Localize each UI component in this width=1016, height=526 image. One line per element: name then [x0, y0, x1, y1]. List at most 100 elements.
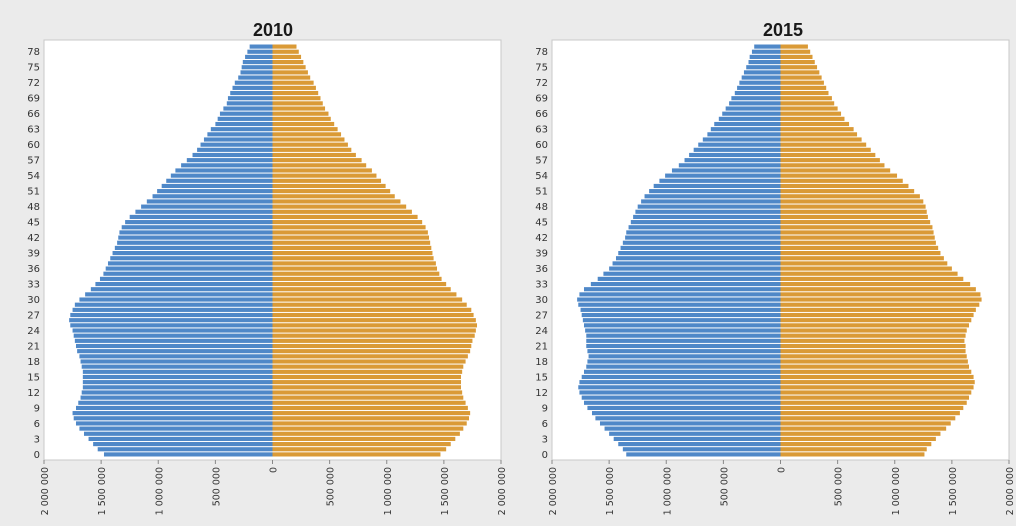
- right-bar-age-16: [272, 369, 463, 374]
- right-bar-age-29: [780, 302, 980, 307]
- left-bar-age-2: [618, 442, 781, 447]
- left-bar-age-25: [583, 323, 781, 328]
- left-bar-age-60: [200, 142, 273, 147]
- right-bar-age-54: [780, 173, 898, 178]
- chart-title: 2010: [253, 20, 293, 40]
- y-tick-label: 39: [535, 249, 548, 260]
- right-bar-age-78: [272, 49, 299, 54]
- y-tick-label: 63: [535, 125, 548, 136]
- right-bar-age-36: [272, 266, 438, 271]
- left-bar-age-38: [615, 256, 781, 261]
- right-bar-age-67: [272, 106, 326, 111]
- y-tick-label: 0: [34, 450, 40, 461]
- left-bar-age-23: [586, 333, 781, 338]
- left-bar-age-5: [604, 426, 781, 431]
- x-tick-label: 500 000: [834, 467, 845, 506]
- right-bar-age-28: [272, 307, 472, 312]
- right-bar-age-45: [780, 220, 931, 225]
- x-tick-label: 500 000: [326, 467, 337, 506]
- x-tick-label: 2 000 000: [497, 467, 508, 515]
- y-tick-label: 63: [27, 125, 40, 136]
- left-bar-age-33: [95, 281, 273, 287]
- right-bar-age-61: [780, 137, 862, 142]
- left-bar-age-29: [74, 302, 273, 307]
- y-tick-label: 33: [27, 280, 40, 291]
- left-bar-age-37: [612, 261, 781, 266]
- right-bar-age-18: [780, 359, 968, 364]
- y-tick-label: 21: [27, 342, 40, 353]
- left-bar-age-63: [210, 127, 273, 132]
- right-bar-age-21: [272, 343, 472, 349]
- right-bar-age-33: [780, 281, 971, 287]
- left-bar-age-42: [118, 235, 273, 240]
- left-bar-age-2: [93, 442, 273, 447]
- right-bar-age-71: [272, 85, 316, 90]
- right-bar-age-72: [780, 80, 824, 85]
- right-bar-age-58: [780, 152, 876, 158]
- left-bar-age-18: [80, 359, 273, 364]
- left-bar-age-31: [579, 292, 781, 297]
- left-bar-age-40: [114, 245, 273, 250]
- left-bar-age-10: [583, 400, 781, 405]
- right-bar-age-20: [780, 349, 966, 354]
- left-bar-age-16: [82, 369, 273, 374]
- left-bar-age-47: [635, 209, 781, 214]
- left-bar-age-21: [75, 343, 273, 349]
- y-tick-label: 24: [535, 326, 548, 337]
- left-bar-age-68: [729, 101, 781, 106]
- left-bar-age-43: [626, 230, 781, 235]
- left-bar-age-62: [707, 132, 781, 137]
- right-bar-age-0: [780, 452, 925, 457]
- y-tick-label: 0: [542, 450, 548, 461]
- right-bar-age-74: [780, 70, 820, 75]
- right-bar-age-66: [780, 111, 842, 116]
- right-bar-age-8: [780, 411, 960, 416]
- pyramid-chart-2015: 2015 03691215182124273033363942454851545…: [535, 20, 1016, 515]
- left-bar-age-24: [72, 328, 273, 333]
- right-bar-age-19: [272, 354, 468, 359]
- right-bar-age-30: [780, 297, 982, 302]
- left-bar-age-38: [110, 256, 273, 261]
- left-bar-age-9: [75, 405, 273, 411]
- bars-group: [69, 44, 478, 457]
- left-bar-age-16: [583, 369, 781, 374]
- right-bar-age-5: [780, 426, 947, 431]
- right-bar-age-15: [780, 374, 974, 380]
- right-bar-age-26: [780, 318, 972, 323]
- left-bar-age-74: [240, 70, 273, 75]
- right-bar-age-79: [780, 44, 808, 49]
- left-bar-age-29: [578, 302, 781, 307]
- right-bar-age-56: [272, 163, 367, 168]
- left-bar-age-17: [586, 364, 781, 369]
- left-bar-age-36: [609, 266, 781, 271]
- left-bar-age-73: [741, 75, 781, 80]
- right-bar-age-3: [780, 436, 936, 442]
- left-bar-age-23: [73, 333, 273, 338]
- right-bar-age-15: [272, 374, 462, 380]
- left-bar-age-69: [227, 96, 273, 101]
- right-bar-age-30: [272, 297, 463, 302]
- right-bar-age-32: [272, 287, 451, 292]
- right-bar-age-59: [780, 147, 871, 152]
- y-tick-label: 45: [27, 218, 40, 229]
- x-tick-label: 2 000 000: [40, 467, 51, 515]
- left-bar-age-65: [718, 116, 781, 121]
- right-bar-age-68: [272, 101, 323, 106]
- y-tick-label: 72: [27, 78, 40, 89]
- y-tick-label: 60: [535, 140, 548, 151]
- right-bar-age-78: [780, 49, 811, 54]
- left-bar-age-32: [90, 287, 273, 292]
- y-tick-label: 54: [27, 171, 40, 182]
- left-bar-age-71: [232, 85, 273, 90]
- right-bar-age-36: [780, 266, 952, 271]
- y-tick-label: 30: [27, 295, 40, 306]
- left-bar-age-72: [234, 80, 273, 85]
- right-bar-age-35: [272, 271, 440, 276]
- left-bar-age-61: [702, 137, 781, 142]
- x-tick-label: 500 000: [719, 467, 730, 506]
- right-bar-age-9: [780, 405, 964, 411]
- y-tick-label: 27: [27, 311, 40, 322]
- y-tick-label: 21: [535, 342, 548, 353]
- left-bar-age-66: [722, 111, 781, 116]
- x-tick-label: 0: [777, 467, 788, 473]
